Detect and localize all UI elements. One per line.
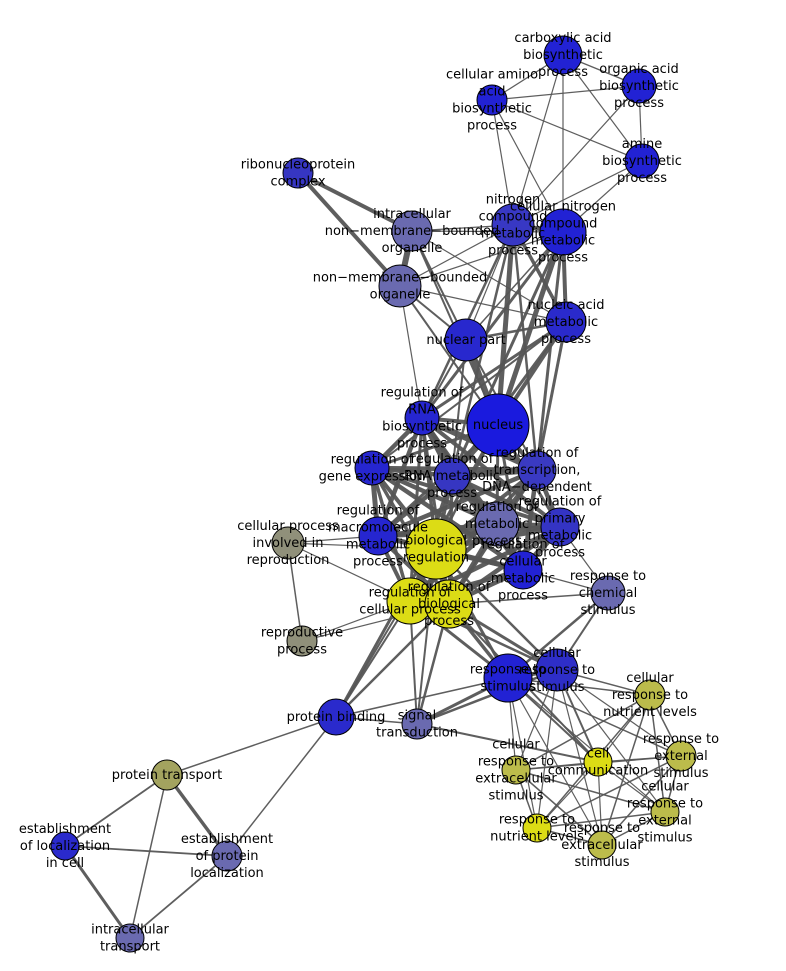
- graph-edge: [515, 694, 651, 771]
- edge-layer: [63, 54, 682, 939]
- graph-edge: [649, 694, 666, 813]
- graph-node-cell-communication[interactable]: [583, 747, 613, 777]
- graph-edge: [335, 603, 450, 718]
- graph-edge: [515, 769, 666, 813]
- graph-edge: [601, 755, 682, 846]
- graph-node-cellular-process-involved-in-reproduction[interactable]: [271, 526, 305, 560]
- graph-node-regulation-of-biological-process[interactable]: [424, 579, 474, 629]
- graph-edge: [562, 54, 643, 162]
- graph-edge: [64, 845, 228, 857]
- graph-node-response-to-stimulus[interactable]: [483, 653, 533, 703]
- graph-edge: [448, 592, 609, 605]
- graph-node-intracellular-transport[interactable]: [115, 923, 145, 953]
- graph-edge: [507, 677, 682, 757]
- graph-edge: [399, 285, 567, 323]
- node-layer[interactable]: [50, 35, 697, 953]
- graph-edge: [535, 231, 565, 471]
- graph-node-amine-biosynthetic-process[interactable]: [624, 143, 660, 179]
- graph-node-cellular-response-to-nutrient-levels[interactable]: [634, 679, 666, 711]
- graph-node-nucleus[interactable]: [466, 393, 530, 457]
- graph-node-regulation-of-cellular-metabolic-process[interactable]: [503, 550, 543, 590]
- graph-node-carboxylic-acid-biosynthetic-process[interactable]: [543, 35, 583, 75]
- graph-node-biological-regulation[interactable]: [405, 518, 467, 580]
- graph-edge: [535, 321, 568, 471]
- graph-edge: [507, 677, 666, 813]
- graph-edge: [63, 845, 132, 939]
- graph-edge: [515, 769, 603, 846]
- graph-node-regulation-of-macromolecule-metabolic-process[interactable]: [358, 516, 398, 556]
- graph-node-response-to-nutrient-levels[interactable]: [522, 813, 552, 843]
- graph-node-regulation-of-rna-biosynthetic-process[interactable]: [404, 400, 440, 436]
- graph-edge: [507, 677, 603, 846]
- graph-edge: [416, 668, 558, 726]
- graph-edge: [421, 320, 567, 420]
- graph-node-cellular-nitrogen-compound-metabolic-process[interactable]: [539, 208, 587, 256]
- graph-edge: [495, 224, 516, 426]
- graph-node-protein-binding[interactable]: [317, 698, 355, 736]
- graph-edge: [411, 230, 564, 233]
- graph-edge: [536, 755, 682, 829]
- graph-node-organic-acid-biosynthetic-process[interactable]: [621, 68, 657, 104]
- graph-node-nuclear-part[interactable]: [444, 318, 488, 362]
- graph-edge: [166, 716, 337, 776]
- graph-edge: [512, 85, 640, 226]
- graph-edge: [411, 230, 567, 323]
- graph-edge: [371, 465, 498, 527]
- graph-edge: [536, 669, 558, 829]
- graph-edge: [297, 171, 413, 233]
- graph-edge: [491, 99, 643, 162]
- graph-edge: [165, 773, 229, 858]
- graph-node-ribonucleoprotein-complex[interactable]: [282, 157, 314, 189]
- graph-edge: [296, 171, 402, 288]
- graph-edge: [416, 723, 599, 763]
- graph-edge: [512, 54, 564, 226]
- graph-node-cellular-response-to-stimulus[interactable]: [535, 648, 579, 692]
- graph-edge: [601, 694, 651, 846]
- graph-edge: [64, 774, 168, 847]
- graph-node-non-membrane-bounded-organelle[interactable]: [378, 264, 422, 308]
- graph-node-establishment-of-protein-localization[interactable]: [211, 840, 243, 872]
- label-layer: carboxylic acid biosynthetic process organi…: [19, 31, 719, 955]
- graph-edge: [491, 99, 564, 233]
- graph-edge: [371, 466, 561, 529]
- graph-node-nitrogen-compound-metabolic-process[interactable]: [491, 203, 535, 247]
- graph-edge: [465, 231, 564, 341]
- graph-node-reproductive-process[interactable]: [286, 625, 318, 657]
- graph-edge: [491, 85, 640, 101]
- graph-node-regulation-of-rna-metabolic-process[interactable]: [433, 457, 471, 495]
- graph-edge: [129, 774, 168, 939]
- graph-edge: [226, 716, 337, 857]
- graph-edge: [399, 231, 564, 287]
- graph-node-response-to-extracellular-stimulus[interactable]: [587, 830, 617, 860]
- graph-node-cellular-amino-acid-biosynthetic-process[interactable]: [476, 84, 508, 116]
- graph-node-response-to-external-stimulus[interactable]: [665, 740, 697, 772]
- graph-node-intracellular-non-membrane-bounded-organelle[interactable]: [391, 210, 433, 252]
- graph-edge: [335, 677, 509, 718]
- graph-edge: [420, 231, 565, 419]
- graph-node-nucleic-acid-metabolic-process[interactable]: [545, 301, 587, 343]
- graph-node-regulation-of-metabolic-process[interactable]: [474, 501, 520, 547]
- graph-node-regulation-of-primary-metabolic-process[interactable]: [540, 507, 580, 547]
- graph-edge: [399, 285, 423, 419]
- graph-edge: [129, 855, 228, 939]
- graph-edge: [371, 321, 567, 469]
- graph-edge: [451, 339, 467, 477]
- graph-node-cellular-response-to-external-stimulus[interactable]: [650, 797, 680, 827]
- graph-edge: [536, 761, 599, 829]
- graph-node-cellular-response-to-extracellular-stimulus[interactable]: [501, 755, 531, 785]
- graph-node-establishment-of-localization-in-cell[interactable]: [50, 831, 80, 861]
- graph-edge: [512, 160, 643, 226]
- graph-node-response-to-chemical-stimulus[interactable]: [590, 575, 626, 611]
- graph-node-protein-transport[interactable]: [151, 759, 183, 791]
- graph-node-regulation-of-transcription-dna-dependent[interactable]: [517, 450, 557, 490]
- graph-node-signal-transduction[interactable]: [401, 708, 433, 740]
- graph-node-regulation-of-gene-expression[interactable]: [354, 450, 390, 486]
- graph-edge: [536, 811, 666, 829]
